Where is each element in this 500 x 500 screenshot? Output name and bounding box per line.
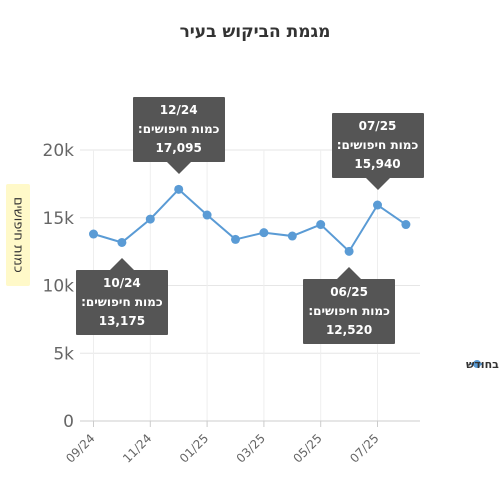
callout-pointer — [109, 258, 134, 271]
y-tick-label: 10k — [43, 277, 75, 297]
legend[interactable]: חיפושים בחודש — [466, 358, 500, 371]
legend-marker-icon — [473, 360, 481, 368]
callout-line-1: 07/25 — [358, 119, 397, 133]
callout-line-2: כמות חיפושים: — [81, 295, 163, 310]
data-callout: 07/25 כמות חיפושים: 15,940 — [331, 113, 424, 190]
data-point[interactable] — [202, 210, 212, 220]
x-tick-label: 03/25 — [234, 431, 268, 465]
x-axis-ticks: 09/24 11/24 01/25 03/25 05/25 07/25 — [63, 421, 382, 466]
callout-line-2: כמות חיפושים: — [336, 138, 419, 152]
data-callout: 10/24 כמות חיפושים: 13,175 — [75, 258, 168, 336]
callout-line-1: 06/25 — [330, 285, 368, 300]
y-axis-label-background — [6, 184, 30, 286]
data-point[interactable] — [89, 229, 98, 239]
x-tick-label: 09/24 — [63, 431, 97, 465]
data-callout: 12/24 כמות חיפושים: 17,095 — [132, 97, 225, 175]
x-tick-label: 07/25 — [347, 431, 381, 465]
callout-line-3: 17,095 — [155, 141, 202, 156]
data-point[interactable] — [344, 246, 354, 256]
series-line — [93, 187, 407, 253]
data-point[interactable] — [174, 184, 184, 194]
data-point[interactable] — [145, 214, 155, 224]
x-tick-label: 11/24 — [120, 431, 154, 465]
chart-title: מגמת הביקוש בעיר — [180, 22, 331, 42]
data-point[interactable] — [401, 220, 411, 230]
data-point[interactable] — [259, 228, 269, 238]
y-tick-label: 20k — [43, 141, 75, 161]
y-axis-ticks: 0 5k 10k 15k 20k — [43, 141, 75, 432]
legend-label: חיפושים בחודש — [466, 358, 500, 371]
callout-pointer — [337, 267, 362, 280]
data-point[interactable] — [117, 237, 127, 247]
callout-pointer — [365, 178, 390, 190]
callout-line-1: 12/24 — [159, 103, 198, 118]
y-axis-label: כמות חיפושים — [10, 197, 26, 273]
y-tick-label: 0 — [63, 412, 74, 432]
callout-line-1: 10/24 — [103, 276, 141, 291]
data-point[interactable] — [316, 220, 326, 230]
x-tick-label: 05/25 — [290, 431, 324, 465]
y-tick-label: 15k — [43, 209, 75, 229]
series-layer — [89, 184, 411, 256]
y-tick-label: 5k — [53, 344, 74, 364]
x-tick-label: 01/25 — [177, 431, 211, 465]
data-point[interactable] — [231, 234, 240, 244]
data-point[interactable] — [287, 231, 297, 241]
callout-line-2: כמות חיפושים: — [137, 122, 220, 137]
callout-line-3: 15,940 — [354, 157, 401, 171]
callout-line-3: 13,175 — [98, 314, 146, 329]
callout-line-2: כמות חיפושים: — [308, 304, 390, 319]
callout-line-3: 12,520 — [325, 323, 373, 338]
data-point[interactable] — [373, 200, 382, 210]
data-callout: 06/25 כמות חיפושים: 12,520 — [303, 267, 396, 345]
callout-pointer — [166, 162, 191, 175]
